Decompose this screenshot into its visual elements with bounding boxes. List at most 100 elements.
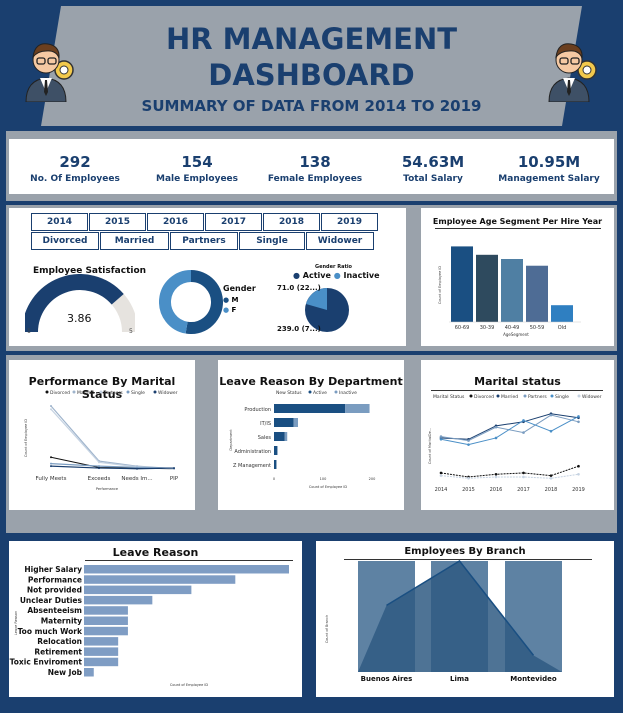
marital-point	[577, 415, 580, 418]
status-chip-single[interactable]: Single	[239, 232, 305, 250]
perf-tick-label: Needs Im...	[121, 476, 152, 482]
marital-point	[549, 477, 553, 480]
status-chip-married[interactable]: Married	[100, 232, 169, 250]
legend-active: Active	[302, 271, 331, 280]
performance-panel: Performance By Marital Status Divorced Ma…	[9, 360, 195, 510]
gender-slice-f	[159, 270, 192, 334]
leave-tick-label: Higher Salary	[24, 565, 82, 574]
leave-reason-title: Leave Reason	[112, 546, 199, 559]
marital-status-title: Marital status	[474, 375, 561, 388]
ratio-label-bottom: 239.0 (7...)	[277, 325, 321, 333]
year-chip-2019[interactable]: 2019	[321, 213, 378, 231]
dept-x-label: Count of Employee ID	[309, 485, 347, 489]
marital-legend-dot	[469, 394, 473, 398]
marital-point	[522, 471, 525, 475]
age-y-label: Count of Employee ID	[438, 266, 442, 304]
marital-point	[577, 472, 580, 476]
marital-line-partners	[440, 414, 579, 442]
dept-bar-active	[274, 460, 277, 469]
marital-legend-label: Divorced	[474, 394, 494, 400]
leave-department-title: Leave Reason By Department	[219, 375, 403, 388]
leave-bar	[84, 647, 119, 656]
gender-legend-f: ● F	[223, 306, 237, 314]
marital-point	[439, 471, 443, 475]
marital-line-widower	[440, 473, 579, 479]
legend-label: F	[231, 306, 237, 314]
marital-legend-dot	[523, 394, 527, 398]
dept-y-label: Department	[229, 429, 233, 451]
gender-slice-m	[185, 270, 223, 334]
dashboard-subtitle: SUMMARY OF DATA FROM 2014 TO 2019	[141, 97, 482, 115]
legend-label: M	[231, 296, 239, 304]
age-segment-chart: 60-69 30-39 40-49 50-59 Old AgeSegment Count o…	[438, 246, 581, 337]
perf-legend-label: Divorced	[50, 390, 70, 396]
marital-point	[522, 475, 525, 479]
leave-tick-label: Retirement	[34, 647, 82, 656]
year-chip-2018[interactable]: 2018	[263, 213, 320, 231]
kpi-label: Management Salary	[498, 174, 600, 184]
marital-tick-label: 2019	[572, 487, 585, 493]
gender-ratio-pie	[305, 288, 349, 332]
marital-legend-dot	[577, 394, 581, 398]
kpi-value: 138	[299, 153, 331, 171]
year-chip-2016[interactable]: 2016	[147, 213, 204, 231]
dept-x-tick: 100	[320, 477, 327, 481]
kpi-total-salary: 54.63M Total Salary	[371, 153, 495, 184]
status-chip-partners[interactable]: Partners	[170, 232, 238, 250]
perf-point	[98, 467, 100, 470]
marital-point	[522, 431, 525, 434]
marital-point	[577, 464, 580, 468]
kpi-value: 292	[59, 153, 91, 171]
perf-x-label: Performance	[96, 487, 118, 491]
marital-line-single	[440, 415, 579, 446]
perf-legend-dot	[72, 390, 76, 394]
kpi-value: 10.95M	[517, 153, 581, 171]
perf-tick-label: PIP	[170, 476, 179, 482]
satisfaction-title: Employee Satisfaction	[33, 266, 147, 276]
manager-avatar-icon-right	[548, 43, 597, 102]
marital-line-married	[440, 413, 579, 440]
marital-legend-label: Single	[555, 394, 569, 400]
dept-legend-label: Inactive	[339, 390, 357, 396]
marital-status-panel: Marital status Marital Status Divorced Mar…	[421, 360, 614, 510]
status-chip-divorced[interactable]: Divorced	[31, 232, 99, 250]
dept-legend-dot	[308, 390, 312, 394]
marital-title-rule	[431, 390, 603, 391]
marital-tick-label: 2018	[545, 487, 558, 493]
leave-tick-label: Maternity	[41, 617, 82, 626]
leave-bar	[84, 606, 128, 615]
leave-tick-label: Absenteeism	[27, 606, 82, 615]
marital-tick-label: 2017	[517, 487, 530, 493]
leave-tick-label: New Job	[48, 668, 83, 677]
year-chip-2017[interactable]: 2017	[205, 213, 262, 231]
branch-panel: Employees By Branch Buenos Aires Lima Mont…	[316, 541, 614, 697]
marital-point	[467, 443, 470, 446]
perf-legend-label: Partners	[104, 390, 123, 396]
kpi-label: Female Employees	[267, 174, 363, 184]
status-chip-widower[interactable]: Widower	[306, 232, 374, 250]
kpi-label: Total Salary	[403, 174, 463, 184]
manager-avatar-icon	[25, 43, 74, 102]
marital-point	[549, 429, 553, 433]
gauge-min-label: 1	[27, 328, 31, 335]
dept-tick-label: Z Management	[233, 463, 271, 469]
gender-donut	[159, 270, 223, 334]
marital-point	[577, 420, 580, 424]
perf-legend-label: Widower	[158, 390, 178, 396]
perf-line-widower	[50, 465, 175, 470]
age-bar	[551, 305, 573, 322]
dept-bar-active	[274, 432, 285, 441]
perf-point	[173, 467, 175, 470]
perf-point	[136, 467, 138, 470]
kpi-female: 138 Female Employees	[249, 153, 381, 184]
year-chip-2015[interactable]: 2015	[89, 213, 146, 231]
leave-tick-label: Unclear Duties	[20, 596, 83, 605]
leave-department-chart: New Status Active Inactive Production IT/IS S…	[229, 390, 375, 489]
marital-legend-dot	[550, 394, 554, 398]
year-chip-2014[interactable]: 2014	[31, 213, 88, 231]
marital-legend-label: Partners	[528, 394, 547, 400]
marital-point	[467, 477, 470, 480]
age-tick-label: 30-39	[480, 325, 495, 331]
dept-tick-label: Administration	[234, 449, 271, 455]
leave-x-label: Count of Employee ID	[170, 683, 208, 687]
